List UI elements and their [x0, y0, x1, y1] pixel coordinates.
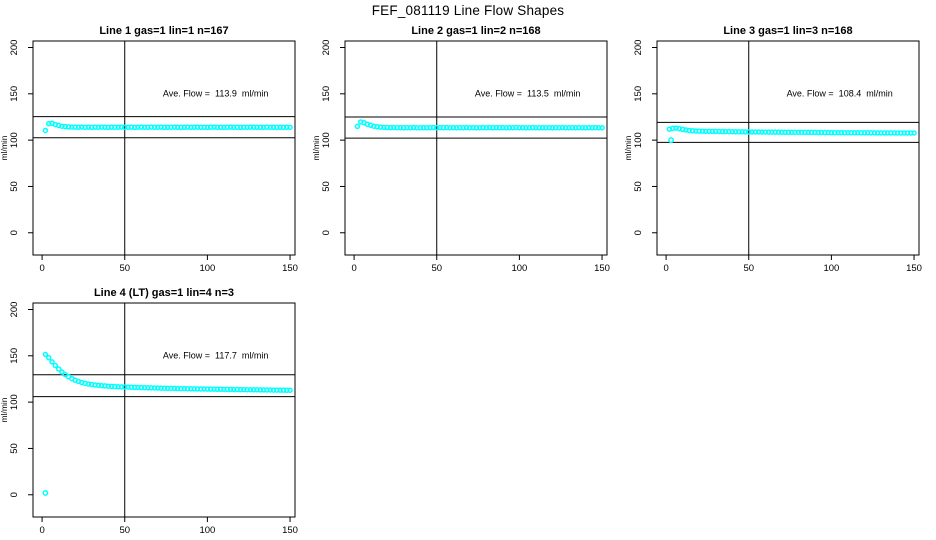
- data-point: [42, 127, 49, 134]
- subplot-2: Line 2 gas=1 lin=2 n=168 0 50 100 150 0 50 100 1…: [311, 25, 610, 274]
- subplot-3: Line 3 gas=1 lin=3 n=168 0 50 100 150 0 50 100 1…: [623, 25, 922, 274]
- y-axis-label: ml/min: [624, 135, 633, 160]
- y-axis-label: ml/min: [0, 135, 9, 160]
- x-tick-label: 150: [282, 263, 298, 274]
- x-tick-label: 100: [823, 263, 839, 274]
- y-tick-label: 100: [321, 132, 332, 148]
- data-points: [666, 125, 917, 144]
- y-tick-label: 0: [9, 492, 20, 497]
- y-tick-label: 200: [633, 40, 644, 56]
- x-tick-label: 50: [119, 263, 130, 274]
- y-tick-label: 200: [9, 40, 20, 56]
- data-point: [52, 362, 59, 369]
- ave-flow-annotation: Ave. Flow = 113.5 ml/min: [475, 89, 580, 99]
- plot-box: [32, 40, 296, 256]
- subplot-cell-3: Line 3 gas=1 lin=3 n=168 0 50 100 150 0 50 100 1…: [623, 20, 936, 287]
- x-tick-label: 150: [282, 525, 298, 536]
- x-tick-label: 150: [906, 263, 922, 274]
- plot-box: [656, 40, 920, 256]
- y-axis-label: ml/min: [312, 135, 321, 160]
- x-tick-label: 0: [351, 263, 356, 274]
- x-tick-label: 100: [511, 263, 527, 274]
- y-tick-label: 200: [321, 40, 332, 56]
- outlier-point: [42, 489, 49, 496]
- subplot-cell-2: Line 2 gas=1 lin=2 n=168 0 50 100 150 0 50 100 1…: [311, 20, 624, 287]
- y-tick-label: 0: [9, 230, 20, 235]
- y-tick-label: 100: [9, 132, 20, 148]
- y-tick-label: 50: [9, 443, 20, 454]
- y-tick-label: 150: [9, 86, 20, 102]
- x-tick-label: 0: [663, 263, 668, 274]
- x-tick-label: 150: [594, 263, 610, 274]
- data-point: [911, 130, 917, 136]
- y-tick-label: 150: [321, 86, 332, 102]
- x-tick-label: 0: [39, 263, 44, 274]
- y-tick-label: 150: [633, 86, 644, 102]
- ave-flow-annotation: Ave. Flow = 113.9 ml/min: [163, 89, 268, 99]
- data-point: [55, 366, 62, 372]
- subplot-1: Line 1 gas=1 lin=1 n=167 0 50 100 150 0 50 100 1…: [0, 25, 298, 274]
- plot-box: [344, 40, 608, 256]
- subplot-4: Line 4 (LT) gas=1 lin=4 n=3 0 50 100 150 0 50 1…: [0, 287, 298, 536]
- page-title: FEF_081119 Line Flow Shapes: [371, 3, 565, 18]
- y-tick-label: 50: [321, 181, 332, 192]
- subplot-cell-4: Line 4 (LT) gas=1 lin=4 n=3 0 50 100 150 0 50 1…: [0, 282, 312, 540]
- subplot-title: Line 1 gas=1 lin=1 n=167: [99, 25, 228, 37]
- data-point: [49, 359, 55, 365]
- subplot-title: Line 3 gas=1 lin=3 n=168: [723, 25, 852, 37]
- subplot-cell-1: Line 1 gas=1 lin=1 n=167 0 50 100 150 0 50 100 1…: [0, 20, 312, 287]
- subplot-title: Line 4 (LT) gas=1 lin=4 n=3: [94, 287, 234, 299]
- y-tick-label: 100: [633, 132, 644, 148]
- x-tick-label: 50: [743, 263, 754, 274]
- y-axis-label: ml/min: [0, 397, 9, 422]
- plot-box: [32, 302, 296, 518]
- ave-flow-annotation: Ave. Flow = 117.7 ml/min: [163, 351, 268, 361]
- data-point: [42, 351, 49, 358]
- data-points: [42, 120, 293, 134]
- data-point: [59, 369, 65, 375]
- x-tick-label: 50: [119, 525, 130, 536]
- x-tick-label: 100: [199, 525, 215, 536]
- data-point: [599, 124, 605, 131]
- y-tick-label: 50: [9, 181, 20, 192]
- y-tick-label: 0: [633, 230, 644, 235]
- data-point: [354, 123, 361, 130]
- data-points: [354, 119, 605, 131]
- subplot-title: Line 2 gas=1 lin=2 n=168: [411, 25, 540, 37]
- data-point: [45, 354, 52, 361]
- ave-flow-annotation: Ave. Flow = 108.4 ml/min: [787, 89, 893, 99]
- y-tick-label: 100: [9, 394, 20, 410]
- data-points: [42, 351, 293, 496]
- outlier-point: [668, 137, 675, 144]
- y-tick-label: 0: [321, 230, 332, 235]
- x-tick-label: 0: [39, 525, 44, 536]
- x-tick-label: 50: [431, 263, 442, 274]
- data-point: [287, 124, 293, 131]
- y-tick-label: 50: [633, 181, 644, 192]
- data-point: [287, 387, 293, 394]
- x-tick-label: 100: [199, 263, 215, 274]
- y-tick-label: 200: [9, 302, 20, 318]
- y-tick-label: 150: [9, 348, 20, 364]
